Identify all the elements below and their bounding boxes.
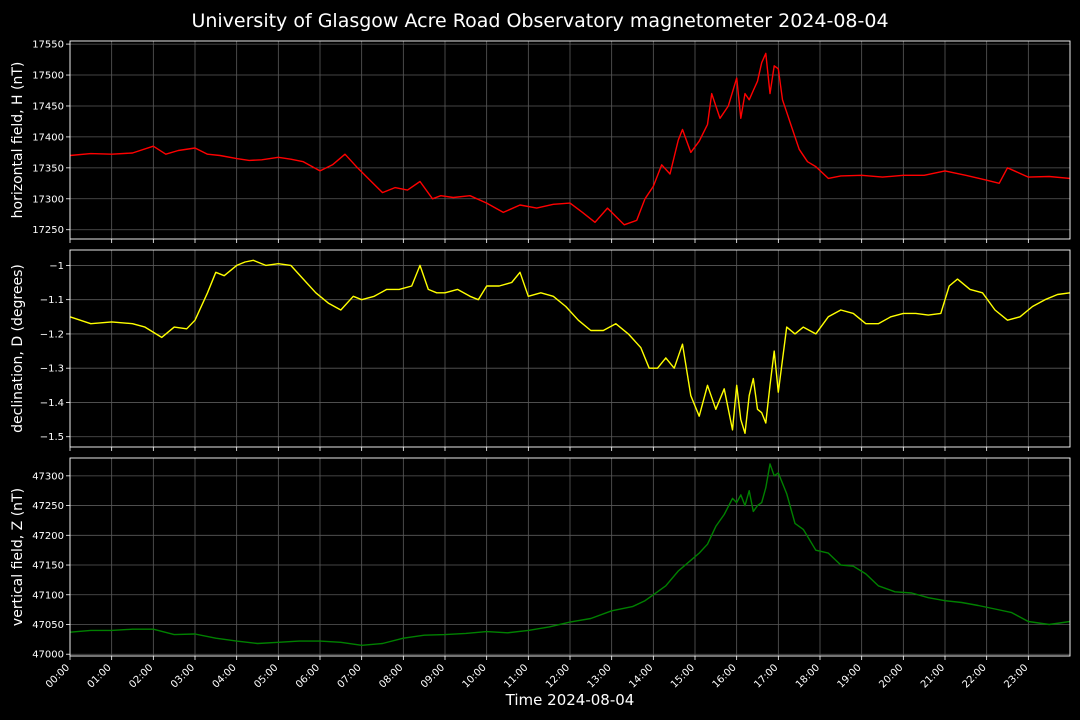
- x-tick-label: 21:00: [919, 662, 947, 690]
- y-axis-label-z: vertical field, Z (nT): [10, 488, 26, 626]
- y-tick-label-z: 47200: [32, 531, 64, 542]
- y-tick-label-z: 47300: [32, 471, 64, 482]
- y-tick-label-h: 17350: [32, 163, 64, 174]
- x-tick-label: 14:00: [627, 662, 655, 690]
- series-line-d: [69, 259, 1071, 434]
- x-tick-label: 11:00: [502, 662, 530, 690]
- x-tick-label: 20:00: [877, 662, 905, 690]
- y-tick-label-h: 17550: [32, 40, 64, 51]
- x-tick-label: 04:00: [211, 662, 239, 690]
- series-line-h: [69, 52, 1071, 226]
- x-tick-label: 03:00: [169, 662, 197, 690]
- x-tick-label: 02:00: [127, 662, 155, 690]
- x-tick-label: 12:00: [544, 662, 572, 690]
- x-tick-label: 10:00: [461, 662, 489, 690]
- y-tick-label-z: 47100: [32, 590, 64, 601]
- y-tick-label-z: 47050: [32, 620, 64, 631]
- panel-h: 17250 17300 17350 17400 17450 17500 17550 horiz…: [10, 40, 1071, 243]
- y-tick-label-d: −1.4: [40, 398, 64, 409]
- y-tick-label-z: 47150: [32, 561, 64, 572]
- y-axis-label-d: declination, D (degrees): [10, 264, 26, 433]
- x-tick-label: 07:00: [336, 662, 364, 690]
- axes-frame-d: [69, 249, 1071, 448]
- y-tick-label-h: 17450: [32, 101, 64, 112]
- panel-z: 47000 47050 47100 47150 47200 47250 47300 00:00…: [10, 457, 1071, 691]
- y-tick-label-z: 47000: [32, 650, 64, 661]
- x-axis-label: Time 2024-08-04: [505, 691, 635, 709]
- axes-frame-z: [69, 457, 1071, 657]
- y-tick-label-h: 17300: [32, 194, 64, 205]
- series-line-z: [69, 463, 1071, 646]
- x-tick-label: 05:00: [252, 662, 280, 690]
- x-tick-label: 23:00: [1002, 662, 1030, 690]
- x-tick-label: 16:00: [711, 662, 739, 690]
- y-tick-label-z: 47250: [32, 501, 64, 512]
- y-tick-label-d: −1.2: [40, 329, 64, 340]
- x-tick-label: 15:00: [669, 662, 697, 690]
- x-tick-label: 19:00: [836, 662, 864, 690]
- axes-frame-h: [69, 40, 1071, 240]
- x-tick-label: 13:00: [586, 662, 614, 690]
- x-tick-label: 08:00: [377, 662, 405, 690]
- x-tick-label: 01:00: [86, 662, 114, 690]
- x-tick-label: 18:00: [794, 662, 822, 690]
- y-tick-label-d: −1: [49, 261, 64, 272]
- panel-d: −1.5 −1.4 −1.3 −1.2 −1.1 −1 declination, D (de…: [10, 249, 1071, 451]
- y-tick-label-d: −1.3: [40, 364, 64, 375]
- x-tick-label: 17:00: [752, 662, 780, 690]
- chart-title: University of Glasgow Acre Road Observat…: [191, 10, 889, 32]
- y-tick-label-h: 17400: [32, 132, 64, 143]
- x-tick-label: 00:00: [44, 662, 72, 690]
- y-tick-label-h: 17250: [32, 225, 64, 236]
- x-tick-label: 06:00: [294, 662, 322, 690]
- x-tick-label: 09:00: [419, 662, 447, 690]
- x-tick-label: 22:00: [961, 662, 989, 690]
- y-tick-label-d: −1.1: [40, 295, 64, 306]
- y-tick-label-d: −1.5: [40, 432, 64, 443]
- y-axis-label-h: horizontal field, H (nT): [10, 62, 26, 219]
- y-tick-label-h: 17500: [32, 71, 64, 82]
